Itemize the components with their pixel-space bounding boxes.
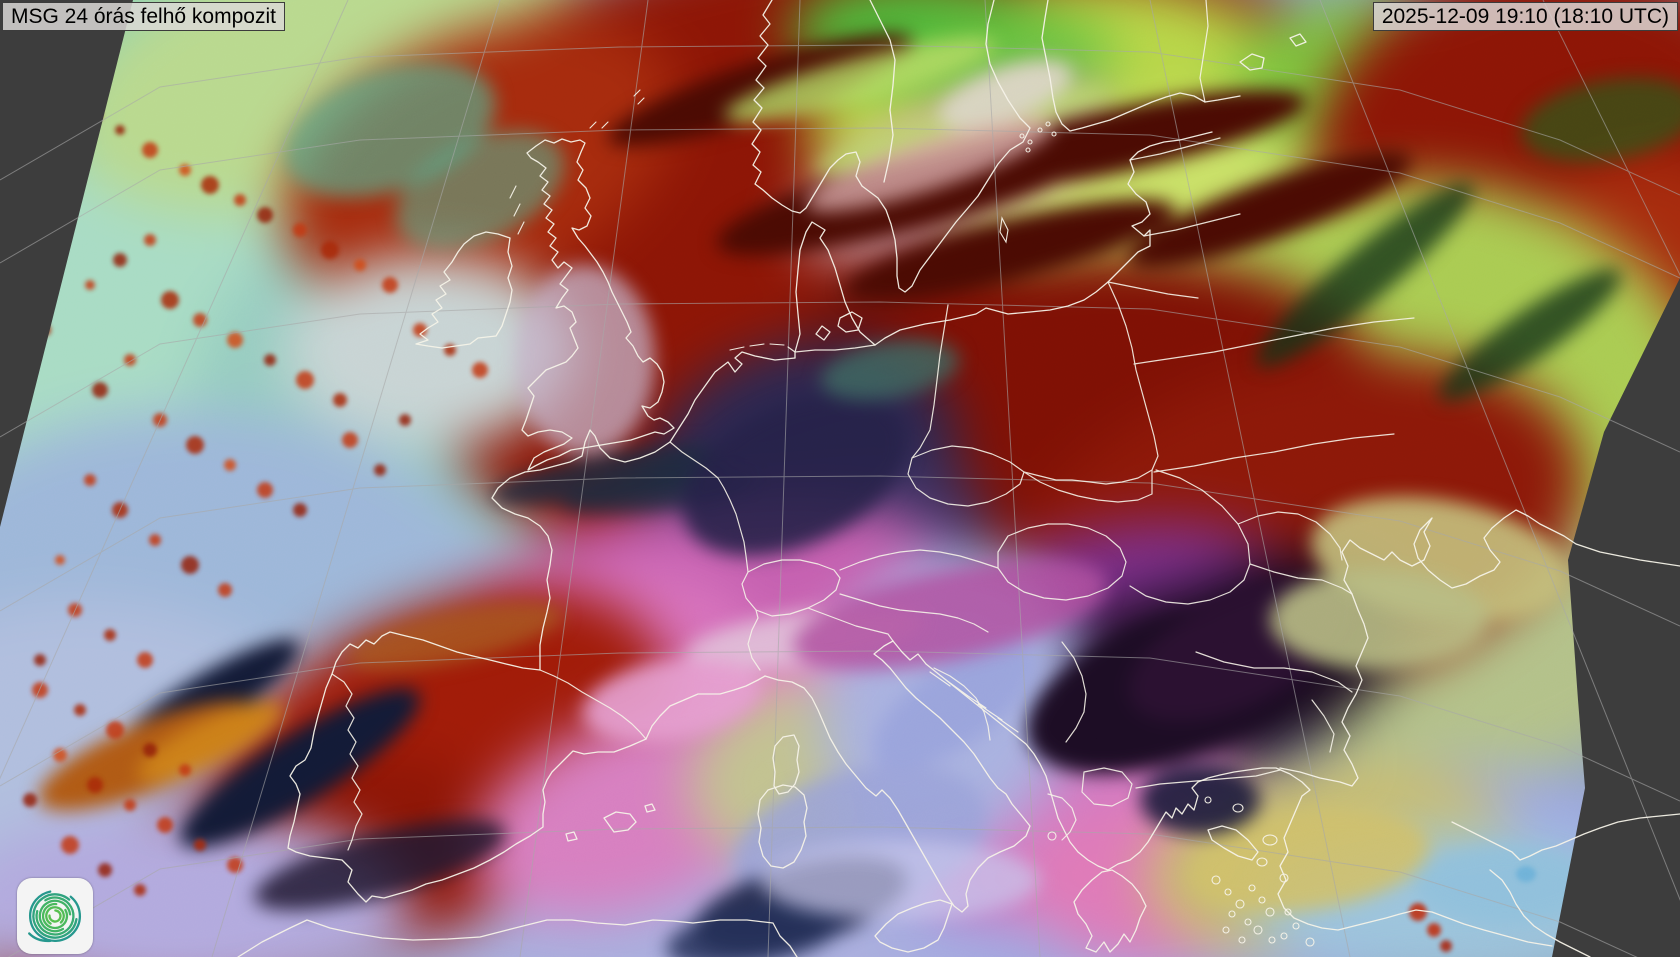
coastlines: [237, 0, 1680, 957]
border-austria-north: [839, 549, 999, 571]
border-greece-north: [1135, 769, 1281, 789]
border-west-europe: [669, 441, 749, 573]
coast-atlantic: [287, 351, 796, 903]
border-latvia-south: [1143, 213, 1241, 237]
border-belarus: [1133, 317, 1415, 365]
coast-finland: [1041, 0, 1241, 132]
timestamp-label: 2025-12-09 19:10 (18:10 UTC): [1372, 2, 1678, 31]
border-bulgaria-turkey: [1311, 699, 1335, 753]
coast-frisian-islands: [729, 343, 796, 353]
border-macedonia: [1081, 767, 1133, 807]
border-lithuania-south: [1107, 281, 1199, 299]
border-switzerland: [741, 559, 841, 617]
hungaromet-spiral-icon: [28, 889, 82, 943]
border-czechia: [907, 445, 1025, 507]
country-borders: [331, 0, 1415, 851]
border-serbia: [1061, 641, 1087, 743]
coast-scandinavia: [751, 0, 1031, 293]
coast-croatian-islands: [929, 671, 1019, 733]
coast-marmara-south: [1489, 869, 1591, 957]
border-france-italy: [747, 609, 761, 671]
scan-edge-right: [1552, 278, 1680, 957]
coast-danish-islands: [815, 311, 863, 341]
coast-north-africa: [237, 919, 798, 957]
border-pyrenees: [539, 669, 647, 740]
border-balkans-nw: [933, 667, 991, 741]
coast-corsica: [772, 734, 800, 795]
coast-france-med: [645, 675, 766, 740]
border-alps-south: [807, 607, 894, 642]
border-danube: [1249, 563, 1353, 595]
border-denmark-germany: [794, 344, 876, 353]
coast-balearics: [565, 803, 656, 842]
border-romania: [1129, 469, 1251, 605]
coast-denmark: [794, 221, 876, 359]
islands: [999, 121, 1315, 947]
border-poland-east: [1023, 281, 1159, 485]
coast-turkey-north: [1451, 813, 1680, 861]
border-portugal-spain: [331, 673, 363, 851]
border-finland-russia: [1199, 0, 1209, 103]
border-germany-poland: [911, 304, 949, 459]
coast-black-sea: [1341, 509, 1680, 595]
coast-italy: [764, 640, 1031, 913]
coast-peloponnese: [1073, 869, 1147, 953]
logo-badge: [17, 878, 93, 954]
border-norway-sweden: [869, 0, 896, 183]
border-ukraine: [1153, 433, 1395, 473]
border-estonia-south: [1129, 137, 1221, 161]
border-albania: [1047, 793, 1077, 841]
coast-british-isles: [415, 89, 675, 471]
product-title-label: MSG 24 órás felhő kompozit: [2, 2, 285, 31]
coast-evia: [1207, 825, 1259, 861]
border-bulgaria-south: [1195, 651, 1353, 693]
coast-lakes-ne: [1239, 33, 1307, 71]
coast-sardinia: [757, 784, 808, 869]
border-austria-south: [839, 593, 989, 633]
coast-adriatic-greece: [892, 640, 1553, 947]
scan-edge-left: [0, 0, 133, 527]
border-moldova: [1237, 511, 1343, 561]
border-slovakia: [1023, 469, 1153, 503]
border-hungary: [997, 523, 1127, 601]
coast-bulgaria-bosphorus: [1279, 593, 1369, 787]
coast-baltics: [874, 131, 1213, 346]
coast-sicily: [874, 899, 953, 953]
